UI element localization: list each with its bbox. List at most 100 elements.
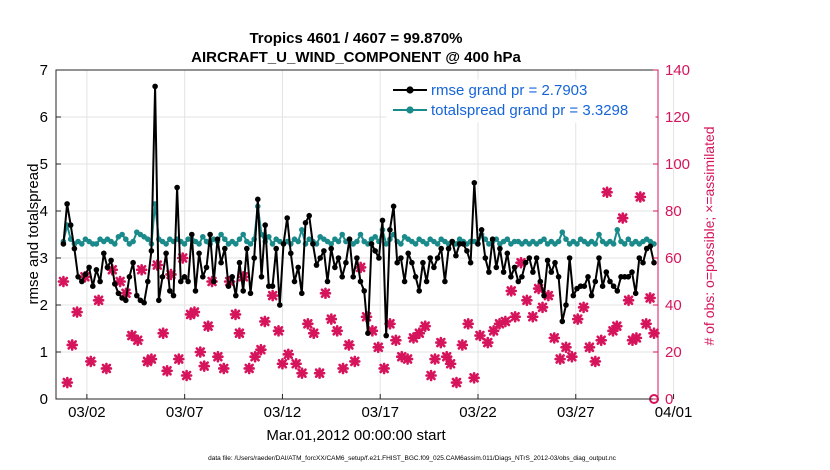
data-point-rmse: [504, 250, 511, 257]
data-point-rmse: [192, 288, 199, 294]
data-point-totalspread: [555, 238, 562, 245]
obs-count-marker: [425, 369, 437, 382]
data-point-rmse: [596, 255, 602, 261]
data-point-rmse: [420, 259, 426, 266]
legend-label-totalspread: totalspread grand pr = 3.3298: [431, 102, 628, 119]
data-point-totalspread: [266, 234, 272, 240]
obs-count-marker: [462, 317, 475, 330]
x-tick-label: 03/27: [557, 404, 595, 421]
data-point-totalspread: [218, 231, 224, 238]
data-point-rmse: [651, 259, 657, 266]
data-point-totalspread: [123, 236, 129, 242]
data-point-rmse: [104, 264, 111, 271]
data-point-rmse: [412, 274, 419, 280]
obs-count-marker: [290, 357, 302, 370]
data-point-rmse: [101, 250, 107, 257]
data-point-totalspread: [423, 241, 430, 247]
data-point-rmse: [599, 283, 606, 290]
data-point-rmse: [236, 259, 243, 266]
data-point-totalspread: [163, 241, 169, 247]
data-point-rmse: [541, 292, 547, 299]
x-tick-label: 03/22: [459, 404, 497, 421]
obs-count-marker: [276, 357, 289, 370]
y-right-tick-label: 60: [665, 250, 682, 267]
data-point-rmse: [200, 274, 206, 280]
y-tick-label: 5: [40, 156, 48, 173]
x-axis: 03/02 03/07 03/12 03/17 03/22 03/27 04/01: [68, 394, 692, 421]
data-point-rmse: [299, 290, 305, 297]
obs-count-marker: [61, 376, 74, 389]
data-point-totalspread: [222, 236, 228, 242]
obs-count-marker: [566, 350, 578, 363]
data-point-totalspread: [574, 241, 580, 247]
obs-count-marker: [131, 334, 144, 347]
data-point-rmse: [361, 288, 368, 294]
data-point-rmse: [368, 241, 375, 247]
data-point-rmse: [145, 278, 151, 285]
y-tick-label: 4: [40, 203, 48, 220]
obs-count-marker: [331, 325, 343, 337]
data-point-rmse: [636, 255, 643, 261]
series-lines: [60, 83, 657, 339]
data-point-totalspread: [621, 241, 628, 247]
obs-count-marker: [622, 294, 635, 307]
data-point-rmse: [354, 255, 360, 261]
data-point-rmse: [559, 318, 566, 325]
obs-count-marker: [419, 320, 431, 332]
data-point-rmse: [310, 241, 316, 247]
data-point-totalspread: [563, 236, 569, 242]
data-point-rmse: [640, 259, 646, 266]
data-point-totalspread: [145, 236, 151, 242]
legend-marker-rmse: [406, 86, 414, 94]
data-point-rmse: [394, 259, 401, 266]
x-tick-label: 03/02: [68, 404, 106, 421]
obs-count-marker: [456, 339, 469, 351]
obs-count-marker: [378, 362, 390, 375]
data-point-rmse: [247, 290, 254, 297]
data-point-rmse: [592, 278, 599, 285]
data-point-rmse: [170, 292, 177, 299]
data-point-totalspread: [434, 241, 441, 247]
obs-count-marker: [560, 341, 572, 354]
obs-count-marker: [259, 315, 271, 328]
data-point-rmse: [225, 283, 232, 290]
data-point-rmse: [519, 274, 525, 280]
data-point-rmse: [291, 278, 298, 285]
obs-count-marker: [595, 334, 607, 347]
data-point-rmse: [321, 248, 327, 254]
data-point-rmse: [306, 212, 313, 219]
data-point-rmse: [486, 269, 492, 275]
y-right-tick-label: 0: [665, 391, 673, 408]
obs-count-marker: [188, 306, 201, 318]
data-point-rmse: [97, 278, 103, 285]
data-point-totalspread: [357, 231, 364, 238]
obs-count-marker: [157, 327, 169, 340]
obs-count-marker: [302, 317, 314, 330]
data-point-totalspread: [559, 229, 566, 235]
data-point-rmse: [115, 290, 122, 297]
data-point-rmse: [211, 278, 217, 285]
data-point-rmse: [526, 255, 533, 261]
obs-count-marker: [172, 353, 185, 365]
obs-count-marker: [571, 313, 584, 325]
y-tick-label: 0: [40, 391, 48, 408]
data-point-rmse: [86, 264, 92, 271]
data-point-rmse: [277, 302, 283, 308]
data-point-rmse: [313, 262, 320, 268]
data-point-totalspread: [339, 231, 346, 238]
data-point-rmse: [328, 245, 335, 252]
data-point-rmse: [339, 274, 346, 280]
x-tick-label: 03/17: [361, 404, 399, 421]
data-point-rmse: [570, 292, 577, 299]
data-point-rmse: [152, 83, 158, 90]
data-point-totalspread: [610, 241, 617, 247]
legend-marker-totalspread: [406, 106, 414, 114]
obs-count-marker: [307, 327, 320, 340]
left-axis: 0 1 2 3 4 5 6 7: [40, 62, 61, 408]
obs-count-marker: [145, 353, 158, 365]
obs-count-marker: [435, 336, 447, 349]
data-point-rmse: [244, 245, 250, 252]
y-right-tick-label: 100: [665, 156, 690, 173]
obs-count-marker: [601, 186, 613, 198]
obs-count-marker: [319, 287, 332, 300]
